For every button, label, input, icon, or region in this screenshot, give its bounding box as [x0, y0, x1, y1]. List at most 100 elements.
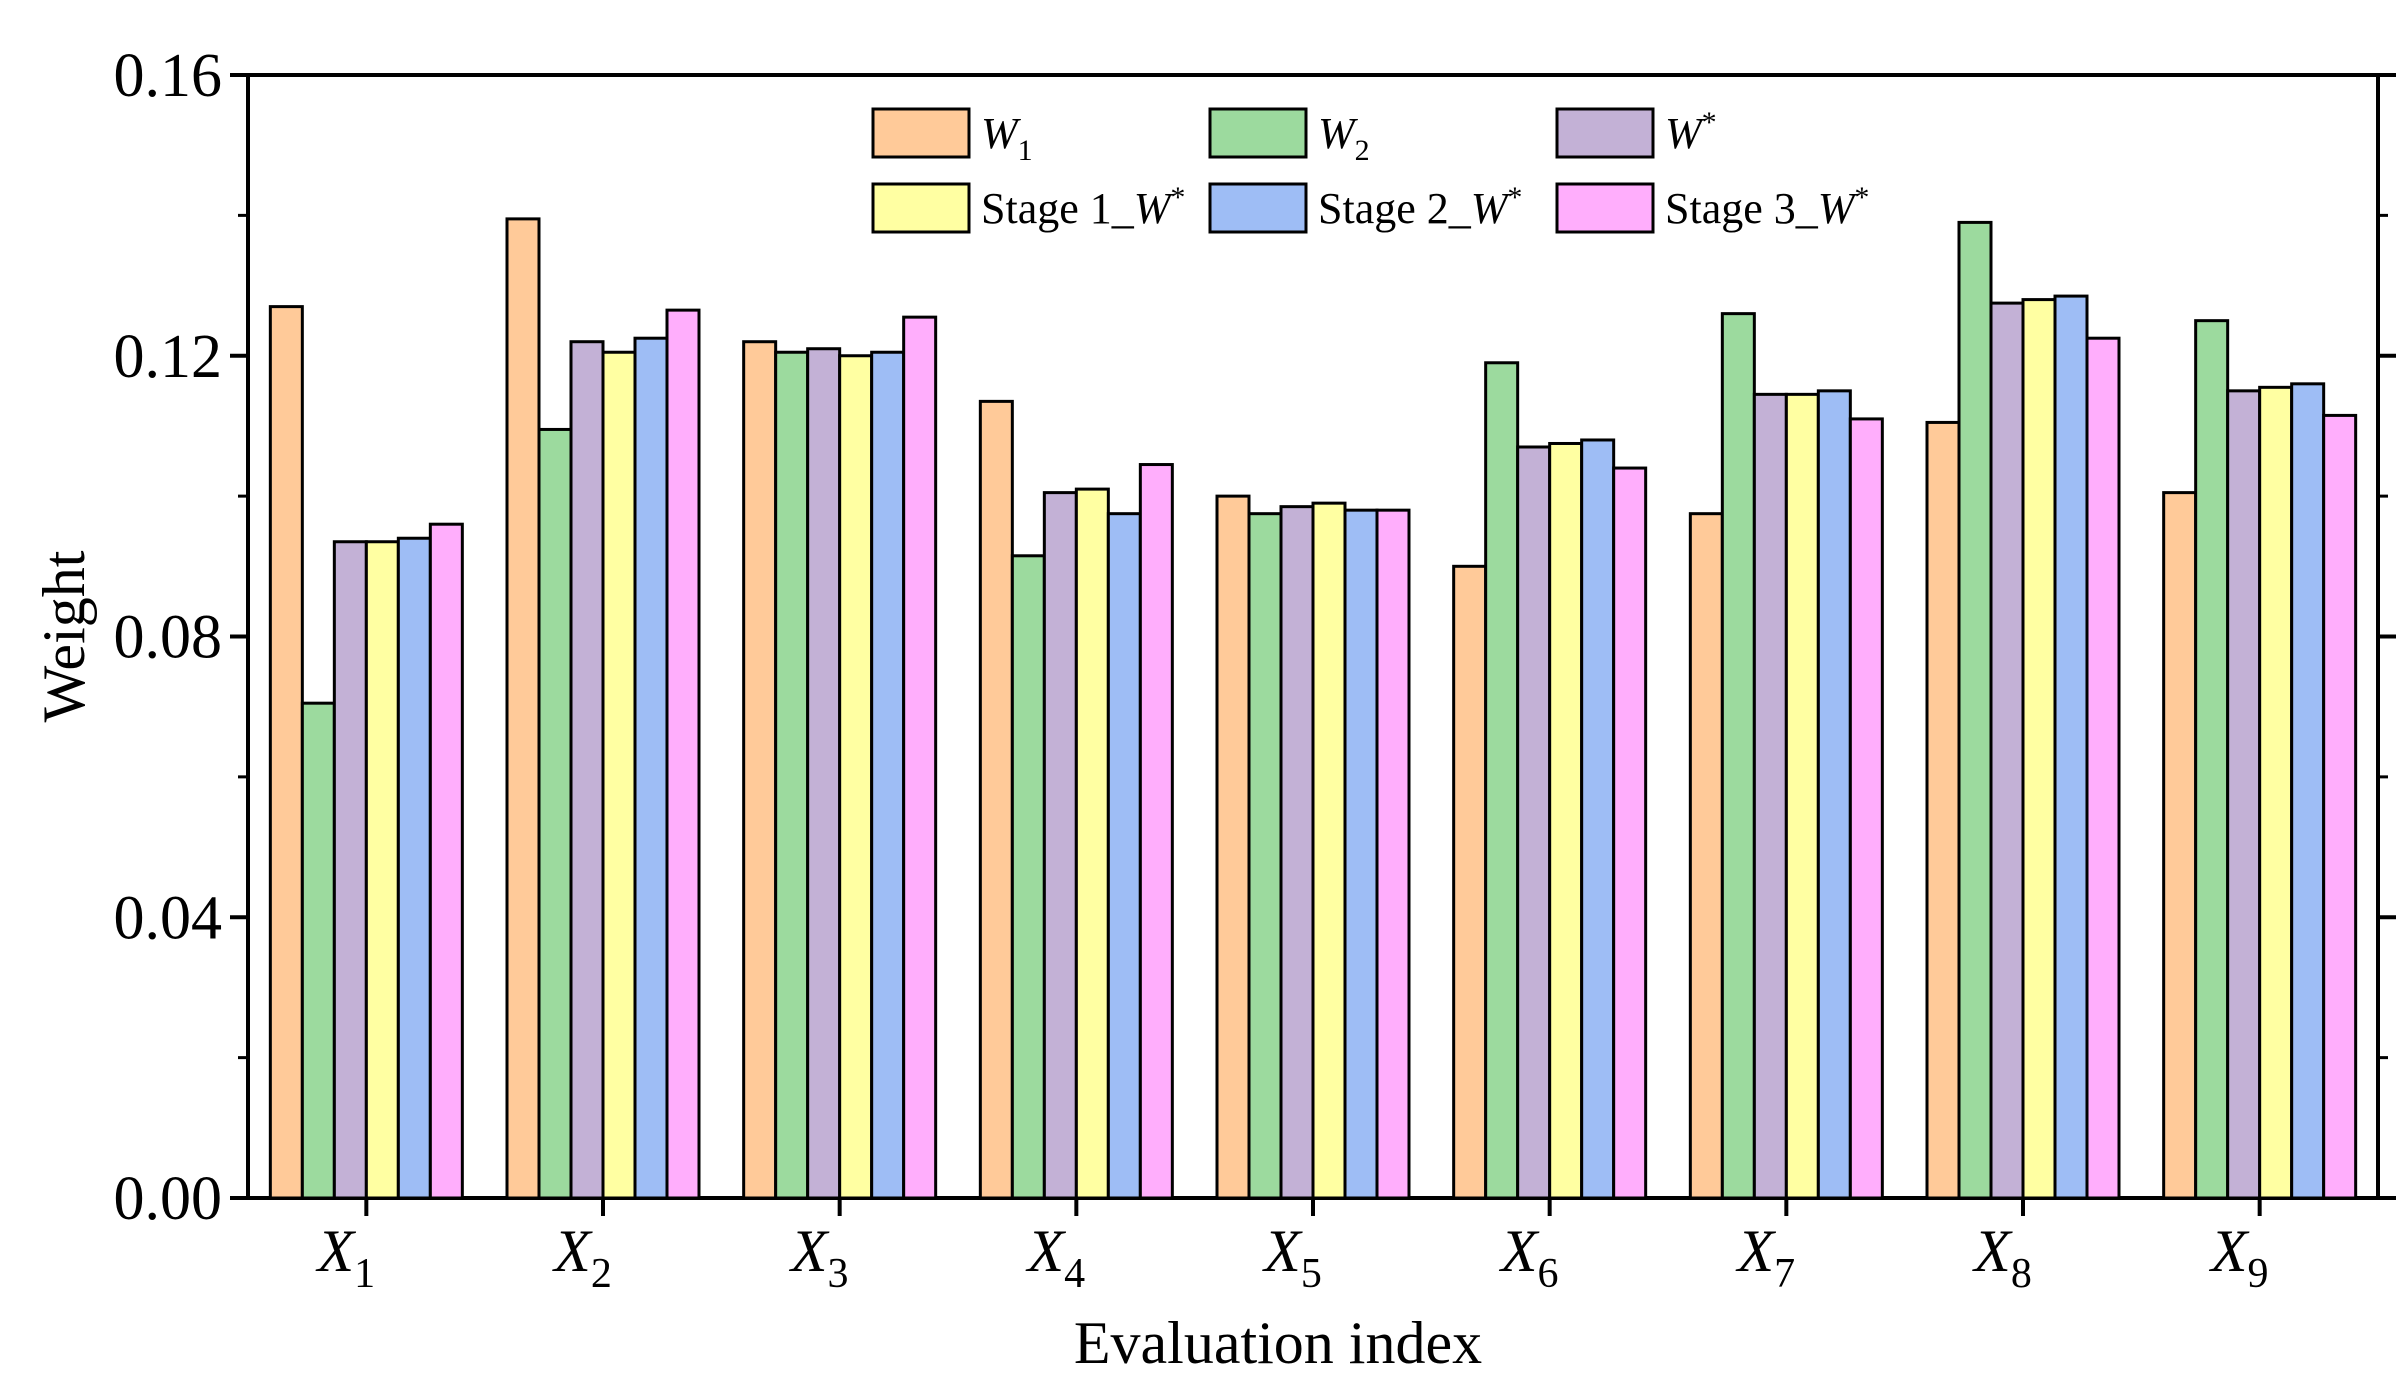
- x-tick-label: X1: [316, 1218, 376, 1297]
- x-tick-label-subscript: 2: [591, 1251, 612, 1297]
- bar-stage-2-w--x3: [870, 350, 906, 1200]
- bar-w--x1: [332, 540, 368, 1200]
- x-tick-label-base: X: [316, 1218, 357, 1284]
- x-tick-label-base: X: [1736, 1218, 1777, 1284]
- legend-label-prefix: Stage 3_: [1665, 184, 1819, 233]
- legend-label: W1: [981, 109, 1033, 167]
- y-axis-title: Weight: [31, 550, 97, 722]
- bar-stage-3-w--x1: [428, 522, 464, 1200]
- legend-label-var: W: [1134, 184, 1174, 233]
- legend-item: W1: [871, 107, 1033, 167]
- legend-swatch: [1555, 107, 1655, 159]
- legend-item: Stage 3_W*: [1555, 181, 1869, 234]
- bar-stage-3-w--x2: [665, 308, 701, 1200]
- bar-w1-x8: [1925, 420, 1961, 1200]
- bar-stage-3-w--x5: [1375, 508, 1411, 1200]
- x-tick-label: X4: [1026, 1218, 1086, 1297]
- bar-w--x8: [1989, 301, 2025, 1200]
- legend-label-subscript: 1: [1018, 134, 1033, 167]
- x-tick-label-base: X: [1499, 1218, 1540, 1284]
- bar-w--x6: [1516, 445, 1552, 1200]
- bar-w1-x4: [978, 399, 1014, 1200]
- bar-stage-3-w--x9: [2322, 413, 2358, 1200]
- bar-stage-3-w--x6: [1612, 466, 1648, 1200]
- bar-w2-x8: [1957, 220, 1993, 1200]
- bar-w1-x6: [1452, 564, 1488, 1200]
- y-axis: 0.00 0.04 0.08 0.12 0.16: [114, 42, 2396, 1233]
- x-tick-label-base: X: [1262, 1218, 1303, 1284]
- bar-stage-3-w--x4: [1138, 463, 1174, 1200]
- bar-stage-1-w--x6: [1548, 441, 1584, 1200]
- legend-label: Stage 2_W*: [1318, 181, 1522, 233]
- legend-label-var: W: [1471, 184, 1511, 233]
- bar-stage-2-w--x1: [396, 536, 432, 1200]
- bar-w2-x7: [1720, 312, 1756, 1200]
- bar-stage-1-w--x5: [1311, 501, 1347, 1200]
- x-tick-label-subscript: 9: [2247, 1251, 2268, 1297]
- x-tick-label: X9: [2209, 1218, 2269, 1297]
- bar-w2-x4: [1010, 554, 1046, 1200]
- bar-w--x7: [1752, 392, 1788, 1200]
- bar-stage-1-w--x9: [2258, 385, 2294, 1200]
- legend-label: W2: [1318, 109, 1370, 167]
- bar-w2-x6: [1484, 361, 1520, 1200]
- legend-label: W*: [1665, 106, 1717, 158]
- x-tick-label-subscript: 7: [1774, 1251, 1795, 1297]
- x-tick-label-subscript: 5: [1301, 1251, 1322, 1297]
- bar-series-group: [268, 217, 2358, 1200]
- x-tick-label-subscript: 3: [827, 1251, 848, 1297]
- bar-w--x3: [806, 347, 842, 1200]
- legend-item: Stage 2_W*: [1208, 181, 1522, 234]
- legend-item: W*: [1555, 106, 1717, 159]
- legend-label-prefix: Stage 2_: [1318, 184, 1472, 233]
- bar-stage-1-w--x4: [1074, 487, 1110, 1200]
- y-tick-label: 0.00: [114, 1165, 223, 1233]
- bar-w2-x2: [537, 427, 573, 1200]
- x-tick-label: X6: [1499, 1218, 1559, 1297]
- legend-swatch: [871, 107, 971, 159]
- x-tick-label: X7: [1736, 1218, 1796, 1297]
- bar-stage-3-w--x8: [2085, 336, 2121, 1200]
- legend-label-superscript: *: [1507, 181, 1522, 214]
- bar-w2-x1: [300, 701, 336, 1200]
- bar-stage-2-w--x4: [1106, 512, 1142, 1200]
- x-tick-label-base: X: [552, 1218, 593, 1284]
- bar-w1-x2: [505, 217, 541, 1200]
- x-tick-label-subscript: 4: [1064, 1251, 1085, 1297]
- bar-w2-x3: [774, 350, 810, 1200]
- bar-w1-x5: [1215, 494, 1251, 1200]
- x-tick-label-base: X: [1026, 1218, 1067, 1284]
- bar-w1-x7: [1688, 512, 1724, 1200]
- y-tick-label: 0.16: [114, 42, 223, 110]
- bar-stage-1-w--x7: [1784, 392, 1820, 1200]
- x-tick-label: X5: [1262, 1218, 1322, 1297]
- legend-label-var: W: [1318, 109, 1358, 158]
- bar-stage-2-w--x2: [633, 336, 669, 1200]
- x-axis: X1 X2 X3 X4 X5 X6 X7 X8 X9: [316, 1198, 2269, 1297]
- x-tick-label-subscript: 1: [354, 1251, 375, 1297]
- bar-w--x2: [569, 340, 605, 1200]
- bar-w1-x9: [2162, 491, 2198, 1200]
- legend: W1 W2 W*Stage 1_W* Stage 2_W* Stage 3_W*: [871, 106, 1869, 234]
- bar-w--x4: [1042, 491, 1078, 1200]
- bar-w--x5: [1279, 505, 1315, 1200]
- y-tick-label: 0.12: [114, 323, 223, 391]
- legend-item: Stage 1_W*: [871, 181, 1185, 234]
- bar-w2-x5: [1247, 512, 1283, 1200]
- legend-label-var: W: [1665, 109, 1705, 158]
- bar-stage-2-w--x7: [1816, 389, 1852, 1200]
- legend-swatch: [871, 182, 971, 234]
- legend-label-superscript: *: [1854, 181, 1869, 214]
- legend-label-var: W: [1818, 184, 1858, 233]
- x-tick-label-base: X: [1972, 1218, 2013, 1284]
- bar-stage-2-w--x9: [2290, 382, 2326, 1200]
- x-axis-title: Evaluation index: [1074, 1310, 1482, 1376]
- legend-label: Stage 3_W*: [1665, 181, 1869, 233]
- legend-label-subscript: 2: [1355, 134, 1370, 167]
- legend-label-var: W: [981, 109, 1021, 158]
- x-tick-label: X2: [552, 1218, 612, 1297]
- bar-w2-x9: [2194, 319, 2230, 1200]
- legend-label-prefix: Stage 1_: [981, 184, 1135, 233]
- bar-w1-x1: [268, 305, 304, 1200]
